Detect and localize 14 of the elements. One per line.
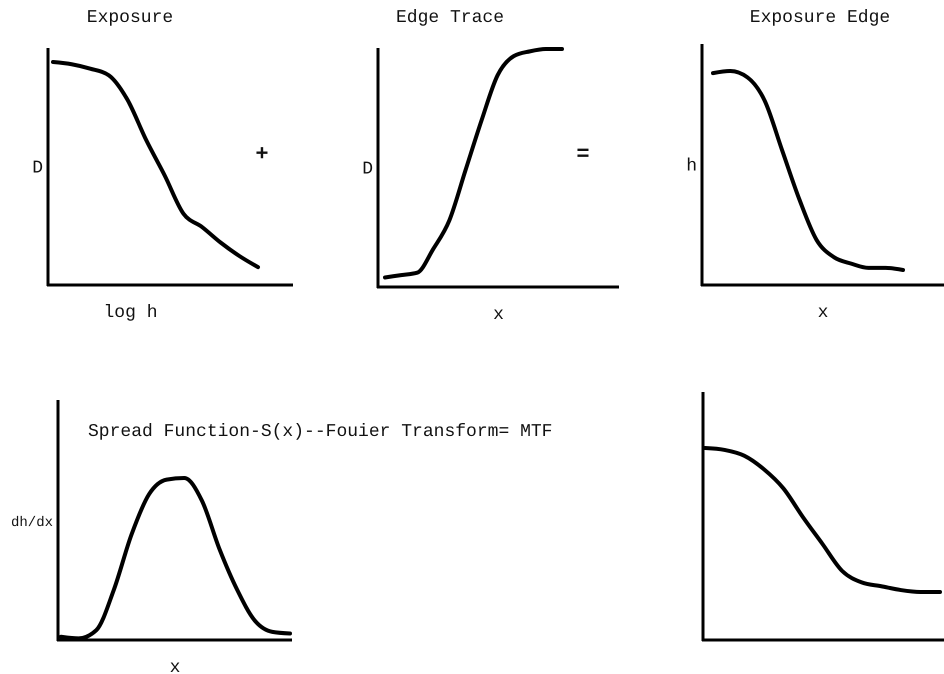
y-axis-title: dh/dx bbox=[10, 515, 53, 531]
x-axis-title: x bbox=[818, 303, 828, 323]
chart-title: Edge Trace bbox=[396, 8, 504, 28]
x-axis-title: x bbox=[170, 658, 180, 674]
y-axis-title: h bbox=[686, 156, 697, 176]
y-axis-title: D bbox=[362, 160, 373, 180]
y-axis-title: D bbox=[32, 158, 43, 178]
chart-title: Exposure bbox=[86, 8, 174, 28]
text: = bbox=[576, 142, 590, 167]
annotation: + bbox=[255, 142, 269, 167]
chart-title: Spread Function-S(x)--Fouier Transform= MTF bbox=[88, 422, 552, 442]
chart-title: Exposure Edge bbox=[750, 8, 890, 28]
x-axis-title: x bbox=[493, 305, 504, 325]
x-axis-title: log h bbox=[103, 303, 158, 323]
